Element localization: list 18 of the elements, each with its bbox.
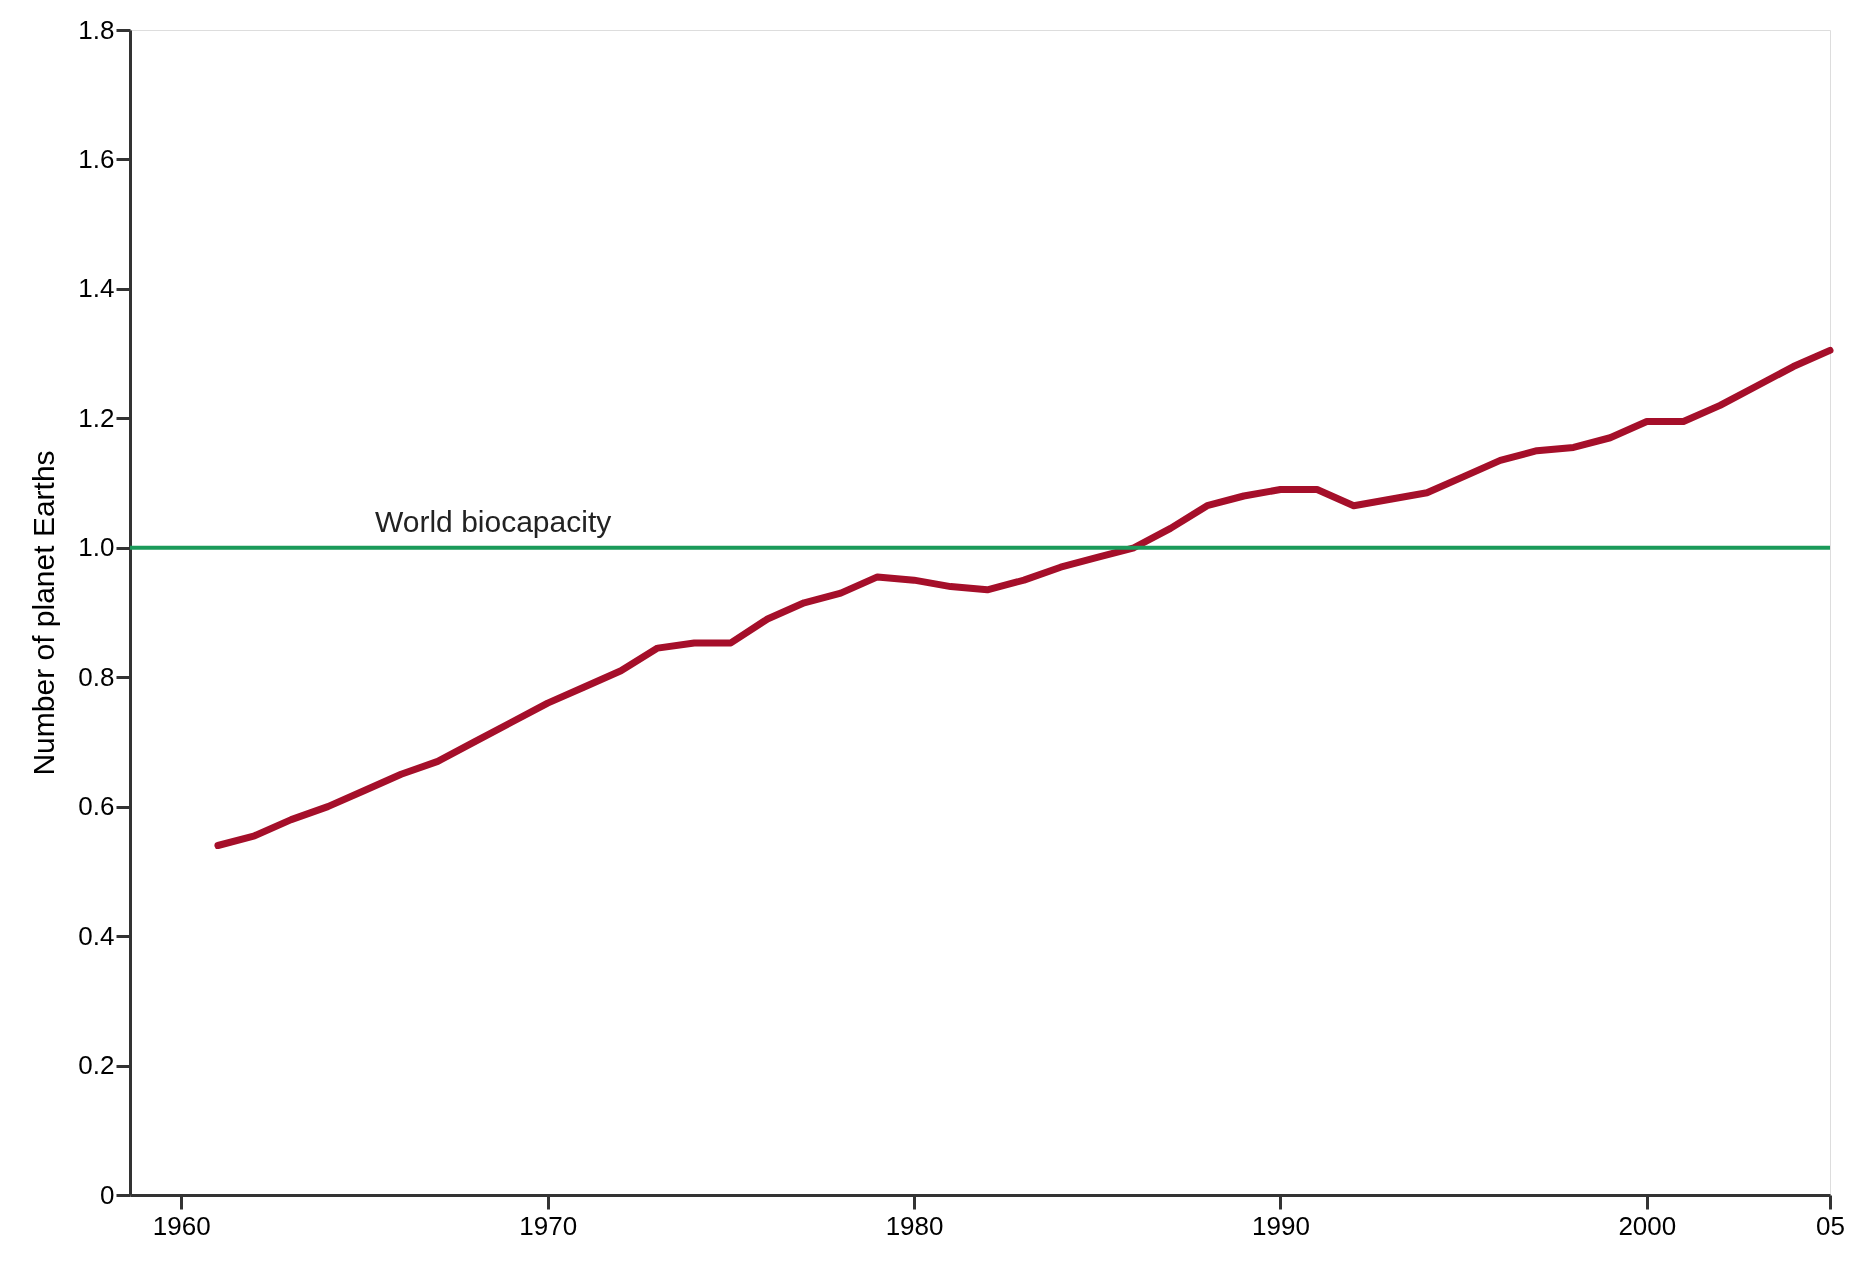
y-tick-label: 0.2 (78, 1050, 115, 1081)
y-tick-label: 1.4 (78, 273, 115, 304)
y-tick-label: 0.8 (78, 661, 115, 692)
x-tick-label: 1990 (1252, 1210, 1310, 1241)
x-tick-label: 05 (1816, 1210, 1845, 1241)
y-tick-label: 1.0 (78, 532, 115, 563)
x-tick-label: 2000 (1618, 1210, 1677, 1241)
y-tick-label: 0 (100, 1179, 115, 1210)
y-tick-label: 0.6 (78, 791, 115, 822)
x-tick-label: 1980 (885, 1210, 944, 1241)
y-tick-label: 1.2 (78, 402, 115, 433)
ref-line-label: World biocapacity (375, 504, 612, 538)
x-tick-label: 1970 (519, 1210, 578, 1241)
x-tick-label: 1960 (152, 1210, 211, 1241)
y-tick-label: 0.4 (78, 920, 115, 951)
y-tick-label: 1.8 (78, 14, 115, 45)
y-tick-label: 1.6 (78, 143, 115, 174)
y-axis-title: Number of planet Earths (27, 450, 61, 776)
